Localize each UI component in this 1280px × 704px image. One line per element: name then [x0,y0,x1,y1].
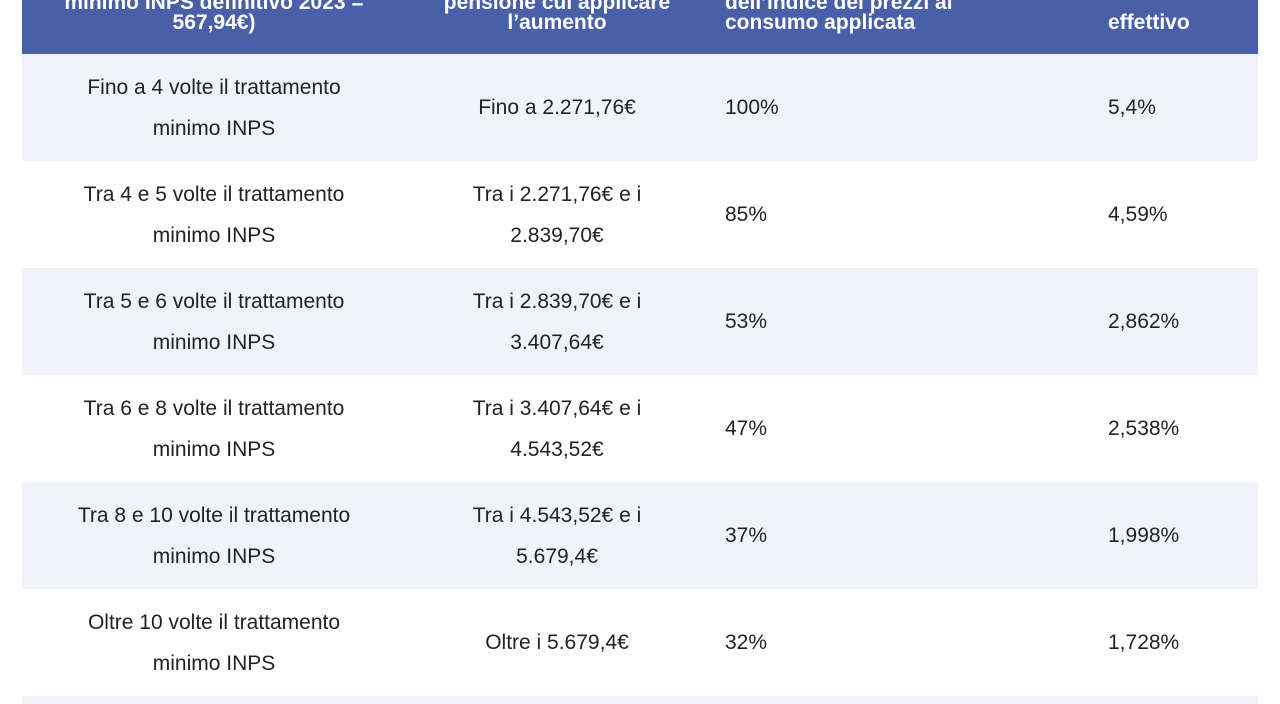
cell-fascia: Fino a 4 volte il trattamento minimo INP… [22,54,406,161]
cell-fascia-line: Tra 4 e 5 volte il trattamento [83,182,345,206]
cell-fascia: Tra 8 e 10 volte il trattamento minimo I… [22,482,406,589]
cell-importo-line: 5.679,4€ [516,544,598,568]
header-col-aumento: effettivo [1108,11,1258,34]
cell-fascia-line: minimo INPS [152,437,276,461]
cell-percentuale: 37% [725,524,768,547]
cell-percentuale: 53% [725,310,768,333]
cell-importo: Tra i 2.839,70€ e i 3.407,64€ [406,268,708,375]
cell-importo-line: Tra i 2.839,70€ e i [472,289,642,313]
table-row: Fino a 4 volte il trattamento minimo INP… [22,54,1258,161]
cell-fascia: Tra 4 e 5 volte il trattamento minimo IN… [22,161,406,268]
header-col-importo-line: pensione cui applicare [443,0,671,14]
cell-fascia-line: minimo INPS [152,223,276,247]
cell-importo-line: 2.839,70€ [510,223,604,247]
header-col-fascia: minimo INPS definitivo 2023 = 567,94€) [22,0,406,33]
cell-aumento: 1,998% [1108,524,1180,547]
cell-aumento: 2,862% [1108,310,1180,333]
cell-importo-line: 3.407,64€ [510,330,604,354]
cell-percentuale: 47% [725,417,768,440]
cell-aumento: 4,59% [1108,203,1168,226]
cell-aumento: 5,4% [1108,96,1156,119]
cell-importo: Fino a 2.271,76€ [406,54,708,161]
cell-fascia: Tra 5 e 6 volte il trattamento minimo IN… [22,268,406,375]
cell-importo: Tra i 3.407,64€ e i 4.543,52€ [406,375,708,482]
cell-percentuale: 32% [725,631,768,654]
cell-importo-line: Tra i 4.543,52€ e i [472,503,642,527]
header-col-percentuale-line: consumo applicata [725,11,916,34]
header-col-aumento-line: effettivo [1108,11,1190,34]
header-col-fascia-line: 567,94€) [172,11,256,34]
cell-fascia-line: Tra 8 e 10 volte il trattamento [77,503,351,527]
cell-importo-line: Fino a 2.271,76€ [478,96,636,119]
header-col-fascia-line: minimo INPS definitivo 2023 = [64,0,364,14]
cell-fascia: Tra 6 e 8 volte il trattamento minimo IN… [22,375,406,482]
table-row: Tra 5 e 6 volte il trattamento minimo IN… [22,268,1258,375]
table-row: Tra 4 e 5 volte il trattamento minimo IN… [22,161,1258,268]
cell-fascia-line: Fino a 4 volte il trattamento [87,75,341,99]
cell-fascia-line: minimo INPS [152,330,276,354]
pension-table: minimo INPS definitivo 2023 = 567,94€) p… [22,0,1258,704]
cell-importo: Oltre i 5.679,4€ [406,589,708,696]
cell-fascia-line: minimo INPS [152,116,276,140]
cell-percentuale: 100% [725,96,779,119]
cell-fascia: Oltre 10 volte il trattamento minimo INP… [22,589,406,696]
cell-aumento: 2,538% [1108,417,1180,440]
header-col-importo: pensione cui applicare l’aumento [406,0,708,33]
cell-importo-line: Oltre i 5.679,4€ [485,631,629,654]
table-header: minimo INPS definitivo 2023 = 567,94€) p… [22,0,1258,54]
header-col-percentuale: dell’indice dei prezzi al consumo applic… [725,0,1085,33]
header-col-importo-line: l’aumento [507,11,607,34]
cell-fascia-line: Tra 6 e 8 volte il trattamento [83,396,345,420]
cell-aumento: 1,728% [1108,631,1180,654]
cell-importo: Tra i 2.271,76€ e i 2.839,70€ [406,161,708,268]
header-col-percentuale-line: dell’indice dei prezzi al [725,0,953,14]
cell-fascia-line: minimo INPS [152,651,276,675]
table-row: Oltre 10 volte il trattamento minimo INP… [22,589,1258,696]
cell-fascia-line: minimo INPS [152,544,276,568]
cell-importo-line: 4.543,52€ [510,437,604,461]
table-row-partial [22,696,1258,704]
table-row: Tra 6 e 8 volte il trattamento minimo IN… [22,375,1258,482]
cell-importo-line: Tra i 2.271,76€ e i [472,182,642,206]
cell-importo-line: Tra i 3.407,64€ e i [472,396,642,420]
cell-fascia-line: Tra 5 e 6 volte il trattamento [83,289,345,313]
cell-fascia-line: Oltre 10 volte il trattamento [87,610,341,634]
table-row: Tra 8 e 10 volte il trattamento minimo I… [22,482,1258,589]
cell-percentuale: 85% [725,203,768,226]
cell-importo: Tra i 4.543,52€ e i 5.679,4€ [406,482,708,589]
